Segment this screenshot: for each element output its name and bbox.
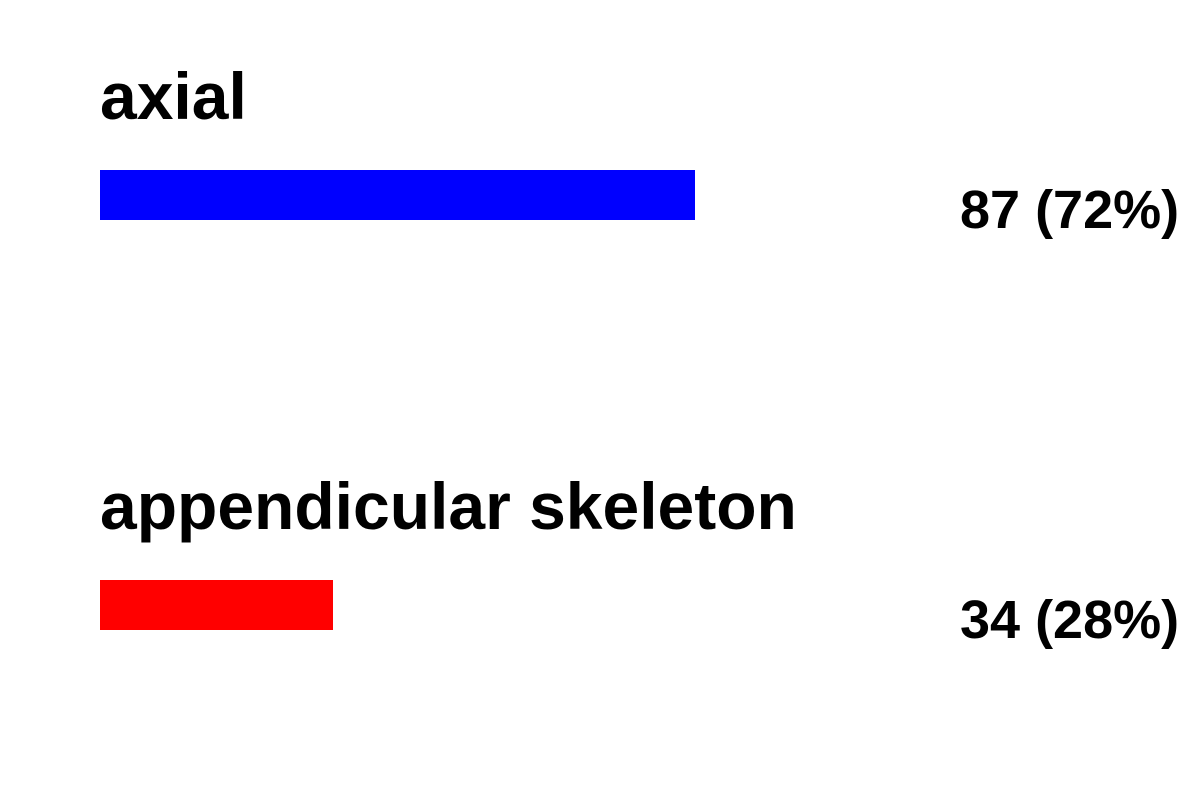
category-label: appendicular skeleton bbox=[100, 469, 797, 543]
category-label: axial bbox=[100, 59, 247, 133]
value-label: 87 (72%) bbox=[960, 180, 1180, 240]
value-label: 34 (28%) bbox=[960, 590, 1180, 650]
bar bbox=[100, 170, 695, 220]
bar bbox=[100, 580, 333, 630]
